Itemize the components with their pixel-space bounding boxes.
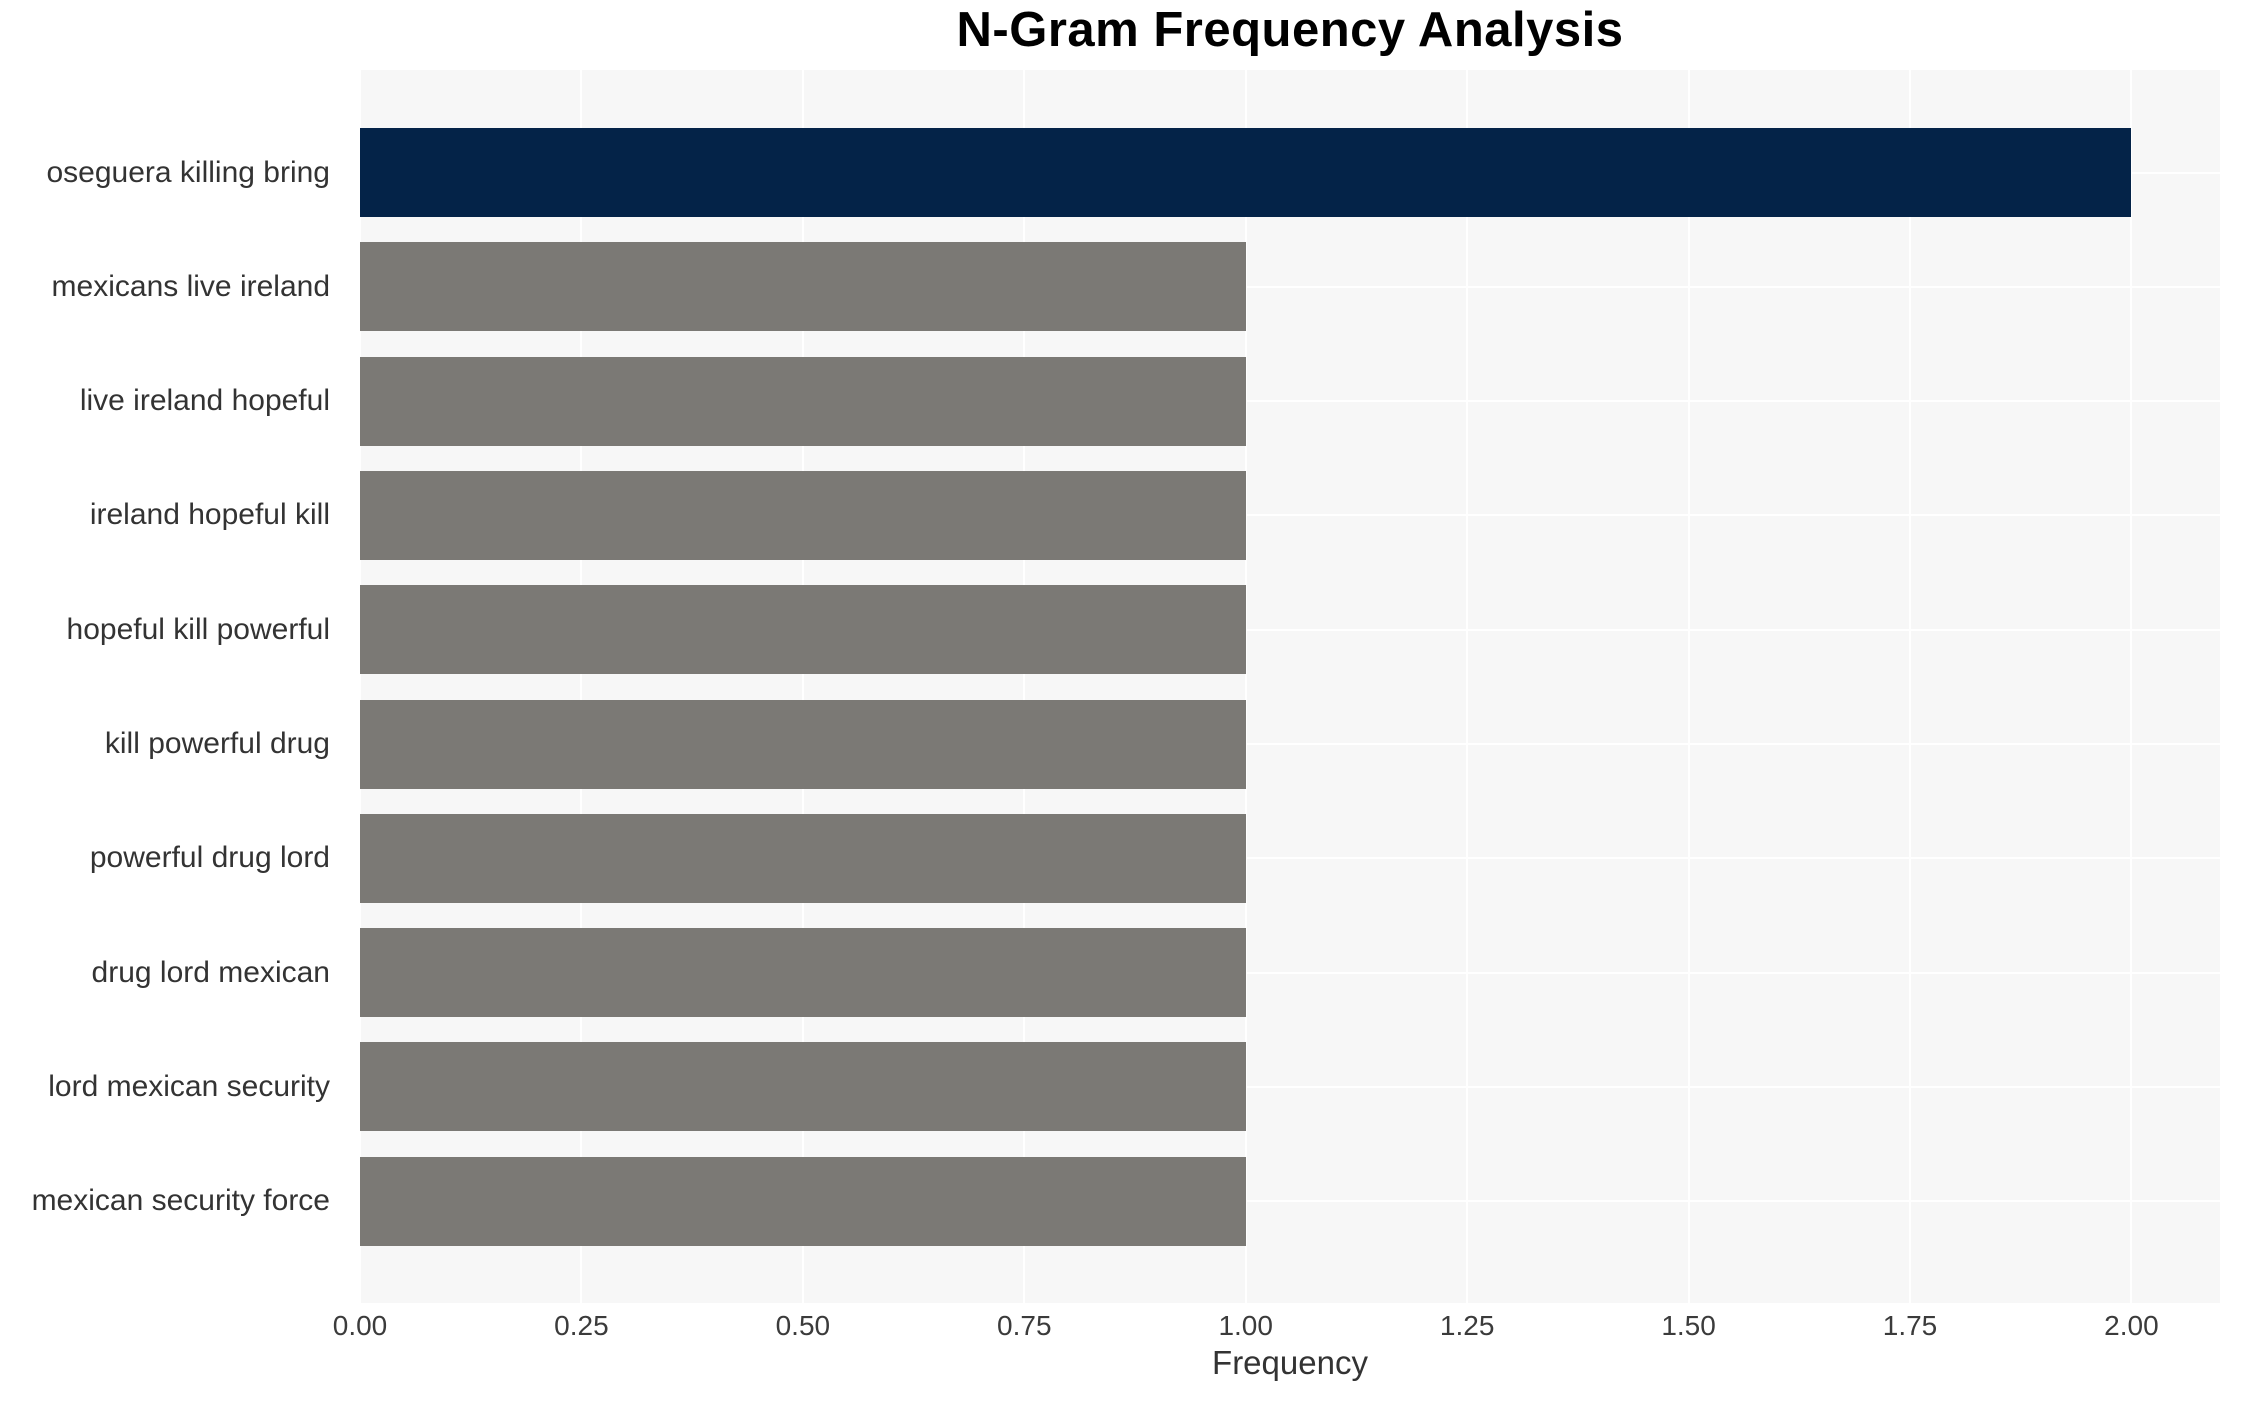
category-label: hopeful kill powerful bbox=[66, 612, 330, 646]
category-label: live ireland hopeful bbox=[79, 384, 330, 418]
bar-drug-lord-mexican bbox=[360, 928, 1246, 1018]
gridline-horizontal bbox=[360, 743, 2220, 745]
gridline-vertical bbox=[801, 70, 804, 1303]
bar-kill-powerful-drug bbox=[360, 699, 1246, 789]
category-label: kill powerful drug bbox=[104, 727, 330, 760]
bar-mexicans-live-ireland bbox=[360, 242, 1246, 332]
category-label: drug lord mexican bbox=[91, 955, 330, 989]
gridline-vertical bbox=[359, 70, 361, 1303]
category-label: ireland hopeful kill bbox=[89, 498, 330, 532]
category-label: mexicans live ireland bbox=[51, 269, 330, 303]
bar-hopeful-kill-powerful bbox=[360, 585, 1246, 675]
gridline-vertical bbox=[1244, 70, 1247, 1303]
x-tick-label: 2.00 bbox=[2104, 1310, 2159, 1341]
bar-ireland-hopeful-kill bbox=[360, 470, 1246, 560]
category-label: lord mexican security bbox=[48, 1069, 330, 1103]
gridline-vertical bbox=[2130, 70, 2133, 1303]
gridline-horizontal bbox=[360, 400, 2220, 403]
gridline-vertical bbox=[1909, 70, 1911, 1303]
gridline-horizontal bbox=[360, 285, 2220, 288]
category-label: powerful drug lord bbox=[89, 841, 330, 875]
bar-oseguera-killing-bring bbox=[360, 128, 2132, 217]
gridline-vertical bbox=[1466, 70, 1469, 1303]
gridline-vertical bbox=[580, 70, 583, 1303]
x-tick-label: 1.00 bbox=[1218, 1310, 1273, 1341]
bar-live-ireland-hopeful bbox=[360, 356, 1246, 446]
gridline-horizontal bbox=[360, 857, 2220, 860]
gridline-vertical bbox=[1023, 70, 1026, 1303]
chart-title: N-Gram Frequency Analysis bbox=[956, 3, 1624, 57]
gridline-horizontal bbox=[360, 1200, 2220, 1203]
gridline-vertical bbox=[1687, 70, 1690, 1303]
x-tick-label: 1.75 bbox=[1882, 1310, 1938, 1341]
x-tick-label: 0.25 bbox=[554, 1310, 609, 1341]
category-label: oseguera killing bring bbox=[46, 155, 330, 189]
gridline-horizontal bbox=[360, 971, 2220, 974]
plot-area bbox=[359, 70, 2220, 1303]
gridline-horizontal bbox=[360, 514, 2220, 517]
x-tick-label: 1.25 bbox=[1439, 1310, 1495, 1341]
x-tick-label: 0.75 bbox=[997, 1310, 1052, 1341]
bar-lord-mexican-security bbox=[360, 1042, 1246, 1132]
gridline-horizontal bbox=[360, 628, 2220, 631]
bar-mexican-security-force bbox=[360, 1156, 1246, 1246]
x-axis-title: Frequency bbox=[1212, 1344, 1368, 1381]
bar-powerful-drug-lord bbox=[360, 813, 1246, 903]
x-tick-label: 0.50 bbox=[775, 1310, 831, 1341]
x-tick-label: 1.50 bbox=[1661, 1310, 1716, 1341]
category-label: mexican security force bbox=[31, 1184, 330, 1218]
x-tick-label: 0.00 bbox=[332, 1310, 388, 1341]
gridline-horizontal bbox=[360, 1085, 2220, 1088]
